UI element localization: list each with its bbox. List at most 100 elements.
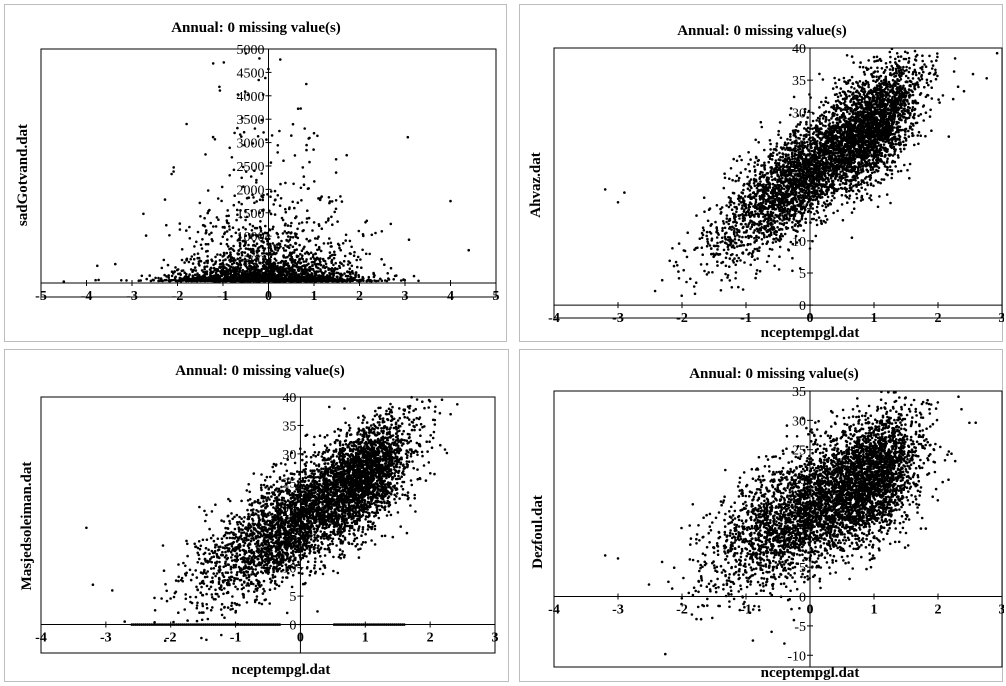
scatter-point [203, 261, 206, 265]
scatter-point [240, 251, 243, 254]
scatter-point [705, 244, 709, 248]
scatter-point [787, 142, 790, 145]
y-tick-label: 3000 [237, 137, 265, 152]
scatter-point [248, 279, 252, 283]
scatter-point [284, 256, 288, 259]
scatter-point [241, 258, 244, 262]
x-tick-label: 2 [356, 289, 363, 304]
scatter-point [298, 257, 302, 261]
scatter-point [245, 215, 249, 219]
scatter-point [335, 271, 339, 275]
scatter-point [251, 247, 255, 251]
scatter-point [314, 252, 318, 256]
scatter-point [247, 259, 251, 263]
scatter-point [263, 267, 266, 271]
scatter-point [867, 85, 870, 89]
scatter-point [338, 266, 342, 270]
scatter-point [330, 267, 333, 271]
scatter-point [233, 194, 236, 197]
scatter-point [737, 203, 741, 206]
scatter-point [303, 245, 306, 249]
scatter-point [243, 90, 247, 93]
scatter-point [798, 142, 801, 145]
scatter-point [308, 160, 311, 164]
scatter-point [230, 156, 234, 159]
scatter-point [283, 230, 287, 233]
scatter-point [288, 266, 291, 270]
scatter-point [318, 198, 322, 202]
scatter-point [380, 257, 383, 261]
scatter-point [777, 133, 780, 136]
scatter-point [262, 241, 265, 244]
scatter-point [879, 157, 882, 161]
scatter-point [334, 261, 338, 265]
y-tick-label: 1500 [237, 207, 265, 222]
scatter-point [820, 100, 823, 104]
scatter-point [355, 258, 359, 262]
scatter-point [207, 278, 210, 281]
scatter-point [251, 271, 255, 274]
scatter-point [199, 243, 203, 247]
scatter-point [288, 252, 292, 255]
scatter-point [729, 167, 733, 170]
scatter-point [676, 264, 679, 267]
scatter-point [305, 148, 308, 152]
scatter-point [380, 230, 384, 233]
scatter-point [251, 142, 255, 145]
scatter-point [749, 227, 752, 231]
scatter-point [364, 252, 368, 256]
scatter-point [302, 183, 306, 186]
scatter-point [333, 253, 336, 256]
scatter-point [843, 100, 847, 103]
scatter-point [265, 261, 268, 264]
scatter-point [249, 271, 252, 275]
scatter-point [232, 249, 236, 253]
scatter-point [898, 112, 902, 116]
scatter-point [273, 189, 277, 193]
scatter-point [235, 208, 239, 212]
scatter-point [191, 262, 195, 265]
scatter-point [346, 263, 350, 266]
scatter-point [190, 255, 194, 258]
scatter-point [214, 225, 218, 228]
scatter-point [244, 209, 247, 213]
scatter-point [852, 200, 856, 204]
scatter-point [283, 264, 287, 267]
scatter-point [739, 171, 743, 174]
scatter-point [218, 259, 222, 262]
scatter-point [235, 218, 238, 222]
scatter-point [872, 71, 875, 74]
scatter-point [920, 77, 924, 81]
scatter-point [336, 220, 339, 223]
scatter-point [159, 277, 163, 280]
scatter-point [338, 261, 342, 264]
scatter-point [700, 236, 704, 240]
x-tick-label: -3 [126, 289, 138, 304]
scatter-point [274, 259, 278, 262]
scatter-point [752, 195, 755, 198]
scatter-point [316, 257, 320, 260]
scatter-point [255, 178, 258, 182]
scatter-point [139, 279, 142, 282]
scatter-point [244, 262, 247, 266]
scatter-point [937, 98, 940, 101]
scatter-point [774, 148, 778, 152]
scatter-point [206, 261, 209, 265]
scatter-point [336, 279, 339, 283]
scatter-point [689, 277, 692, 281]
scatter-point [213, 138, 217, 141]
y-tick-label: 500 [244, 254, 265, 269]
scatter-point [295, 274, 298, 278]
scatter-point [305, 277, 308, 281]
scatter-point [259, 276, 262, 280]
scatter-point [278, 204, 282, 207]
scatter-point [769, 223, 773, 227]
scatter-point [374, 231, 377, 235]
scatter-point [660, 278, 664, 282]
scatter-point [244, 170, 248, 173]
scatter-point [240, 202, 243, 206]
scatter-point [312, 221, 316, 224]
scatter-point [219, 242, 223, 245]
scatter-point [195, 277, 199, 281]
scatter-point [894, 67, 898, 71]
